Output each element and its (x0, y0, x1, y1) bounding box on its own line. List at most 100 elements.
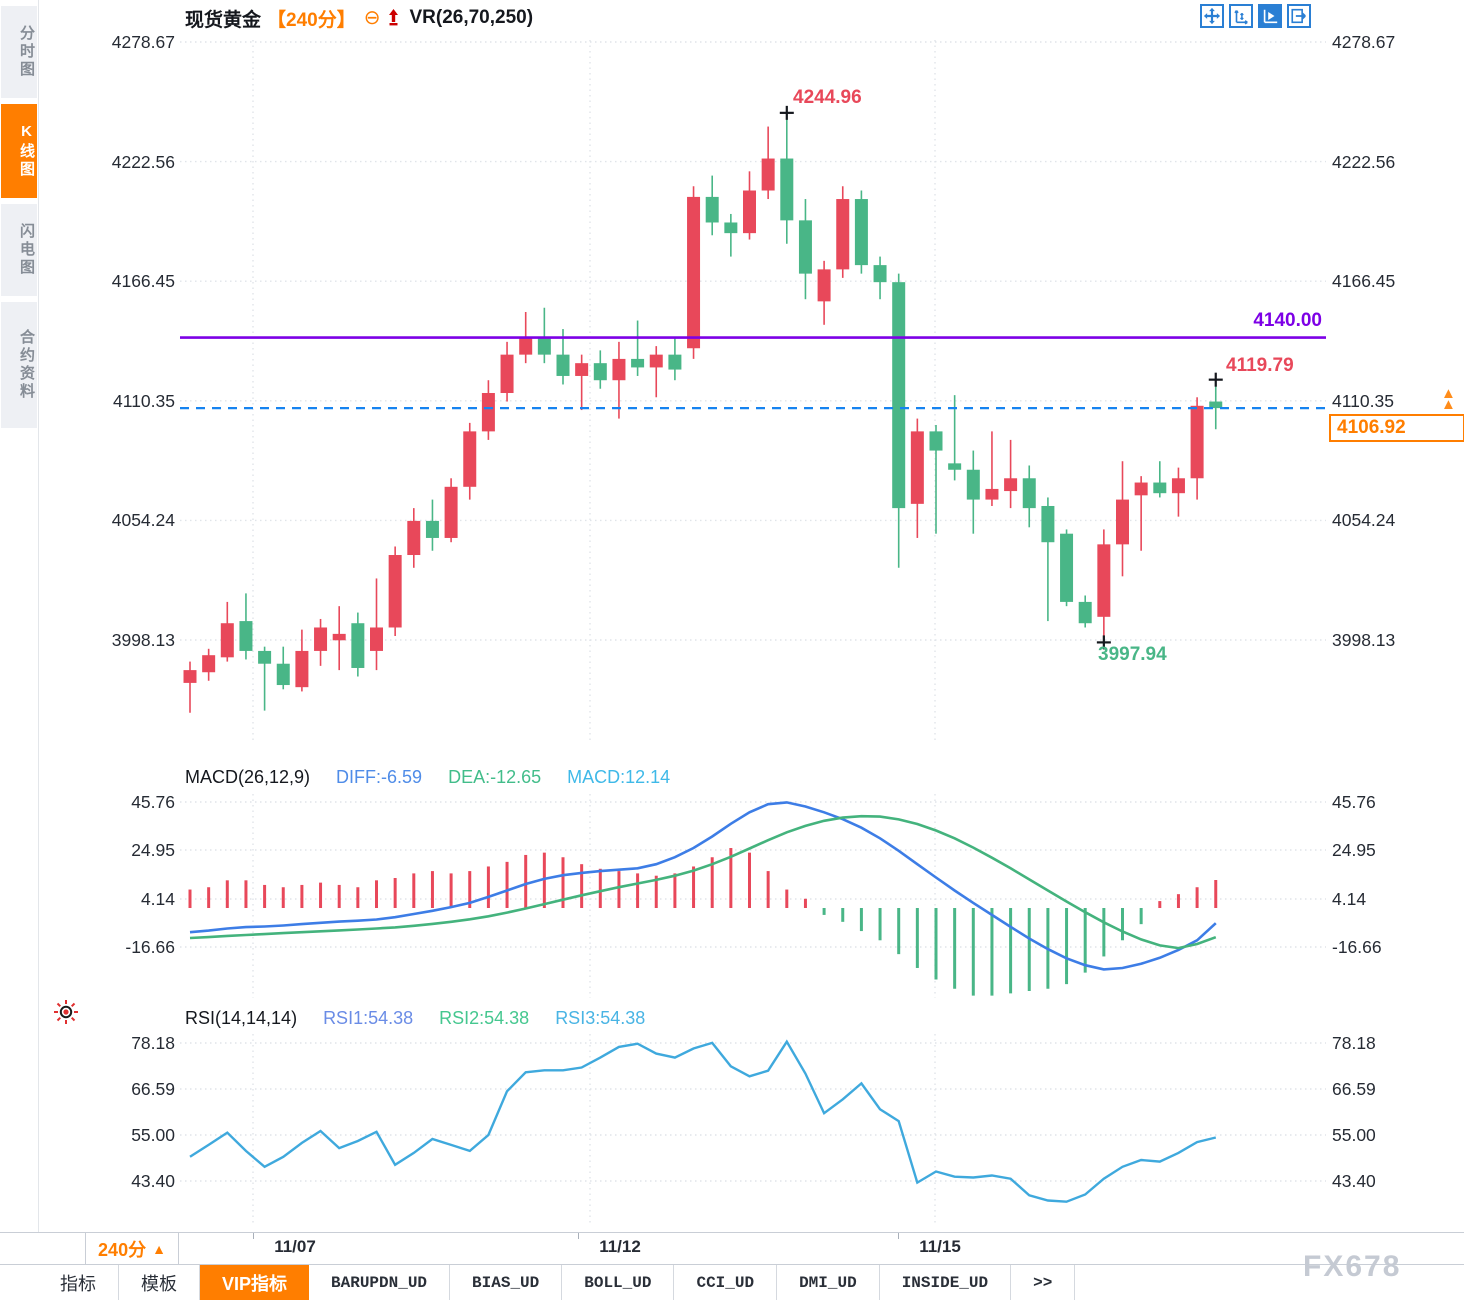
x-axis-strip: 240分 ▲ 11/07 11/12 11/15 (0, 1232, 1464, 1265)
y-axis-label: 45.76 (131, 792, 175, 812)
y-axis-label: 43.40 (1332, 1171, 1376, 1191)
rsi-header: RSI(14,14,14) RSI1:54.38 RSI2:54.38 RSI3… (185, 1007, 645, 1029)
candle (854, 199, 868, 266)
toolbar-tab-4[interactable]: BARUPDN_UD (309, 1265, 451, 1300)
candle (519, 337, 533, 355)
axis-scale-icon[interactable] (1229, 4, 1253, 28)
macd-panel[interactable] (180, 760, 1326, 1002)
go-to-latest-icon[interactable] (1287, 4, 1311, 28)
pan-icon[interactable] (1200, 4, 1224, 28)
toolbar-tab-9[interactable]: INSIDE_UD (880, 1265, 1012, 1300)
candle (444, 486, 458, 538)
toolbar-tab-5[interactable]: BIAS_UD (450, 1265, 563, 1300)
candle (761, 158, 775, 191)
candle (631, 358, 645, 368)
candle (612, 358, 626, 381)
y-axis-label: 4222.56 (111, 151, 175, 172)
toolbar-tab-6[interactable]: BOLL_UD (562, 1265, 675, 1300)
candle (332, 633, 346, 641)
y-axis-label: 66.59 (1332, 1079, 1376, 1099)
toolbar-tab-1[interactable]: 指标 (38, 1265, 119, 1300)
candle (500, 354, 514, 394)
candle (1190, 405, 1204, 479)
candle (1041, 505, 1055, 543)
candle (258, 650, 272, 664)
x-axis-tick (253, 1233, 254, 1239)
candle (743, 190, 756, 234)
sidebar-tab-3[interactable]: 闪电图 (1, 204, 37, 296)
candlestick-panel[interactable] (180, 30, 1326, 756)
toolbar-tab-10[interactable]: >> (1011, 1265, 1076, 1300)
sidebar-tab-1[interactable]: 分时图 (1, 6, 37, 98)
y-axis-label: 78.18 (131, 1033, 175, 1053)
candle (1078, 601, 1092, 624)
y-axis-label: 24.95 (131, 840, 175, 860)
rsi1-value: RSI1:54.38 (323, 1007, 414, 1028)
toolbar-tab-2[interactable]: 模板 (119, 1265, 200, 1300)
candle (593, 363, 607, 381)
x-axis-tick (578, 1233, 579, 1239)
y-axis-label: 4.14 (140, 889, 175, 909)
candle (836, 199, 850, 270)
macd-diff-line (189, 801, 1217, 971)
candle (351, 623, 365, 668)
hline-price-label: 4140.00 (1253, 310, 1322, 331)
macd-dea-value: DEA:-12.65 (448, 766, 542, 787)
x-axis-date: 11/15 (919, 1237, 961, 1256)
macd-macd-value: MACD:12.14 (567, 766, 671, 787)
y-axis-label: 3998.13 (111, 630, 175, 650)
toolbar-tab-3[interactable]: VIP指标 (200, 1265, 310, 1300)
toolbar-tab-8[interactable]: DMI_UD (777, 1265, 880, 1300)
timeframe-label: 240分 (98, 1239, 147, 1260)
high-price-annotation: 4244.96 (793, 87, 862, 108)
rsi3-value: RSI3:54.38 (555, 1007, 646, 1028)
candle (239, 621, 253, 651)
candle (220, 623, 234, 658)
rsi-panel[interactable] (180, 1004, 1326, 1230)
y-axis-label: 4054.24 (1332, 510, 1396, 531)
y-axis-label: 4222.56 (1332, 151, 1396, 172)
sidebar-tab-2[interactable]: K线图 (1, 104, 37, 198)
candle (1153, 482, 1167, 494)
timeframe-selector[interactable]: 240分 ▲ (85, 1233, 179, 1264)
candle (705, 196, 719, 223)
macd-dea-line (189, 814, 1217, 950)
candle (1097, 544, 1111, 617)
toolbar-tab-7[interactable]: CCI_UD (674, 1265, 778, 1300)
candle (276, 663, 290, 686)
y-axis-label: 4166.45 (1332, 271, 1396, 292)
period-tag[interactable]: 【240分】 (267, 9, 356, 31)
candle (1134, 482, 1148, 496)
y-axis-label: 55.00 (1332, 1125, 1376, 1145)
y-axis-label: 4278.67 (1332, 32, 1396, 52)
candle (1004, 478, 1018, 492)
low-price-annotation: 3997.94 (1098, 644, 1167, 665)
live-indicator-icon (52, 998, 80, 1031)
current-high-annotation: 4119.79 (1226, 355, 1294, 376)
candle (388, 555, 402, 628)
macd-diff-value: DIFF:-6.59 (336, 766, 423, 787)
candle (668, 354, 682, 370)
candle (948, 463, 962, 470)
candle (1060, 533, 1074, 602)
candle (407, 520, 421, 556)
y-axis-label: 55.00 (131, 1125, 175, 1145)
sidebar-tab-4[interactable]: 合约资料 (1, 302, 37, 428)
candle (892, 282, 906, 509)
y-axis-label: 4.14 (1332, 889, 1367, 909)
price-up-arrows-icon: ▲ ▲ (1441, 385, 1456, 413)
vr-indicator-label: VR(26,70,250) (409, 7, 534, 28)
auto-scroll-icon[interactable] (1258, 4, 1282, 28)
y-axis-label: 66.59 (131, 1079, 175, 1099)
candle (183, 670, 197, 683)
y-axis-label: 4110.35 (1332, 390, 1394, 411)
candle (537, 337, 551, 355)
candle (1116, 499, 1129, 545)
candle (910, 431, 924, 504)
zoom-out-icon[interactable]: ⊖ (363, 7, 381, 29)
y-axis-label: 4278.67 (111, 32, 175, 52)
candle (425, 520, 439, 538)
chart-controls (1200, 4, 1311, 28)
y-axis-label: -16.66 (1332, 937, 1382, 957)
